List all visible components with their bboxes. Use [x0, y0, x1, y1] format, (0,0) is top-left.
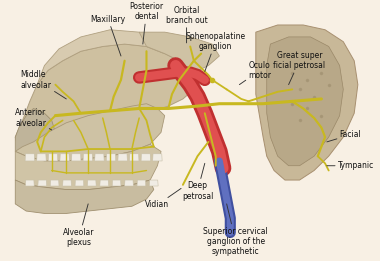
Polygon shape: [153, 154, 162, 161]
Text: Maxillary: Maxillary: [91, 15, 126, 56]
Text: Superior cervical
ganglion of the
sympathetic: Superior cervical ganglion of the sympat…: [203, 204, 268, 256]
Polygon shape: [137, 180, 146, 186]
Polygon shape: [71, 154, 81, 161]
Polygon shape: [15, 180, 154, 213]
Text: Tympanic: Tympanic: [327, 161, 374, 170]
Polygon shape: [37, 30, 165, 85]
Text: Deep
petrosal: Deep petrosal: [182, 163, 213, 201]
Polygon shape: [83, 154, 93, 161]
Polygon shape: [25, 154, 35, 161]
Text: Great super
ficial petrosal: Great super ficial petrosal: [274, 51, 326, 85]
Polygon shape: [141, 154, 150, 161]
Text: Anterior
alveolar: Anterior alveolar: [15, 108, 52, 130]
Polygon shape: [130, 154, 139, 161]
Polygon shape: [38, 180, 47, 186]
Polygon shape: [15, 109, 55, 156]
Polygon shape: [87, 180, 96, 186]
Polygon shape: [106, 154, 116, 161]
Text: Oculo
motor: Oculo motor: [239, 61, 272, 85]
Polygon shape: [267, 37, 343, 166]
Polygon shape: [139, 32, 219, 73]
Polygon shape: [25, 180, 34, 186]
Polygon shape: [256, 25, 358, 180]
Polygon shape: [15, 144, 161, 189]
Polygon shape: [60, 154, 70, 161]
Text: Posterior
dental: Posterior dental: [130, 2, 163, 44]
Polygon shape: [95, 154, 104, 161]
Text: Sphenopalatine
ganglion: Sphenopalatine ganglion: [186, 32, 246, 72]
Polygon shape: [15, 44, 198, 156]
Polygon shape: [75, 180, 84, 186]
Text: Vidian: Vidian: [145, 188, 181, 209]
Polygon shape: [100, 180, 109, 186]
Text: Orbital
branch out: Orbital branch out: [166, 5, 207, 43]
Polygon shape: [48, 154, 58, 161]
Text: Middle
alveolar: Middle alveolar: [21, 70, 66, 99]
Polygon shape: [125, 180, 133, 186]
Polygon shape: [50, 180, 59, 186]
Text: Alveolar
plexus: Alveolar plexus: [63, 204, 95, 247]
Polygon shape: [15, 104, 165, 161]
Polygon shape: [118, 154, 127, 161]
Polygon shape: [37, 154, 46, 161]
Polygon shape: [149, 180, 158, 186]
Polygon shape: [112, 180, 121, 186]
Text: Facial: Facial: [327, 130, 361, 142]
Polygon shape: [63, 180, 71, 186]
